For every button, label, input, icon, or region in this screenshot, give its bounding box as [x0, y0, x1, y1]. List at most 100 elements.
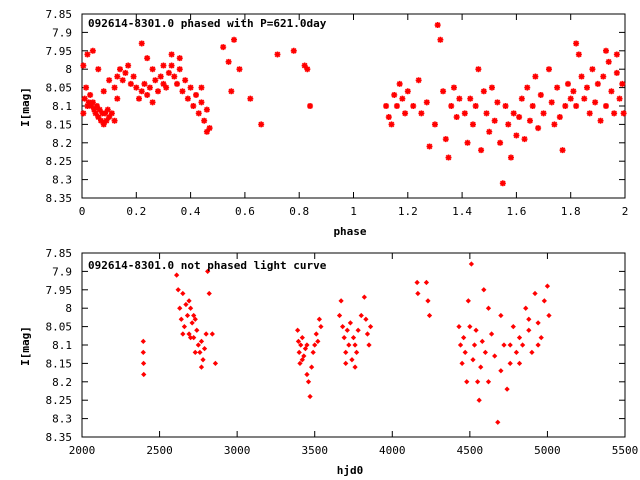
- x-tick-labels: 2000 2500 3000 3500 4000 4500 5000 5500: [69, 444, 639, 457]
- data-point: [450, 84, 457, 91]
- y-tick-label: 7.95: [46, 284, 73, 297]
- data-point: [616, 95, 623, 102]
- y-tick-labels: 7.85 7.9 7.95 8 8.05 8.1 8.15 8.2 8.25 8.3 8.35: [46, 247, 73, 444]
- x-tick-label: 2: [622, 205, 629, 218]
- data-point: [106, 114, 113, 121]
- data-point: [393, 103, 400, 109]
- data-point: [295, 338, 302, 344]
- data-point: [507, 154, 514, 161]
- data-point: [366, 342, 372, 348]
- data-point: [93, 103, 100, 109]
- plot-frame: [81, 13, 626, 199]
- data-point: [301, 353, 307, 359]
- data-point: [296, 349, 302, 355]
- data-point: [573, 40, 580, 47]
- data-point: [465, 298, 471, 304]
- data-point: [415, 77, 422, 84]
- data-point: [144, 91, 151, 98]
- data-point: [410, 103, 417, 109]
- data-point: [203, 331, 209, 337]
- data-point: [479, 338, 485, 344]
- data-point: [186, 331, 192, 337]
- data-point: [95, 114, 102, 121]
- y-tick-label: 8.3: [52, 174, 72, 187]
- data-point: [108, 110, 115, 117]
- data-point: [189, 320, 195, 326]
- y-tick-label: 8.35: [46, 431, 73, 444]
- x-tick-label: 0: [79, 205, 86, 218]
- x-tick-label: 0.4: [181, 205, 201, 218]
- data-point: [83, 84, 90, 91]
- data-point: [507, 342, 513, 348]
- data-point: [548, 99, 555, 106]
- data-point: [91, 106, 98, 113]
- data-point: [526, 117, 533, 124]
- data-point: [117, 66, 124, 73]
- data-point: [140, 338, 146, 344]
- data-point: [469, 121, 476, 128]
- data-point: [440, 88, 447, 95]
- data-point: [247, 95, 254, 102]
- y-tick-label: 8.05: [46, 82, 73, 95]
- data-point: [468, 261, 475, 267]
- data-point: [426, 143, 433, 150]
- data-point: [344, 327, 350, 333]
- data-point: [486, 128, 493, 135]
- data-point: [445, 154, 452, 161]
- data-point: [349, 357, 355, 363]
- data-point: [529, 103, 536, 109]
- unphased-light-curve-panel: 2000 2500 3000 3500 4000 4500 5000 5500 7.85 7.9…: [19, 247, 638, 477]
- x-tick-label: 0.8: [289, 205, 309, 218]
- data-point: [476, 397, 482, 403]
- data-point: [206, 290, 212, 297]
- data-point: [573, 103, 580, 109]
- data-point: [290, 47, 297, 54]
- data-point: [355, 327, 361, 333]
- data-point: [478, 147, 485, 154]
- data-point: [499, 180, 506, 187]
- data-point: [472, 103, 479, 109]
- data-point: [315, 338, 321, 344]
- data-point: [510, 323, 516, 330]
- data-point: [346, 342, 352, 348]
- data-point: [190, 103, 197, 109]
- data-point: [310, 349, 316, 355]
- data-point: [494, 99, 501, 106]
- data-point: [122, 69, 129, 76]
- data-point: [538, 335, 544, 341]
- data-point: [523, 305, 529, 311]
- data-point: [605, 58, 612, 65]
- data-point: [95, 66, 102, 73]
- data-point: [363, 316, 369, 322]
- x-tick-label: 1.6: [506, 205, 526, 218]
- x-tick-label: 4500: [457, 444, 484, 457]
- y-tick-labels: 7.85 7.9 7.95 8 8.05 8.1 8.15 8.2 8.25 8.3 8.35: [46, 8, 73, 205]
- data-point: [312, 342, 318, 348]
- data-point: [149, 99, 156, 106]
- data-point: [613, 69, 620, 76]
- x-tick-label: 5500: [612, 444, 639, 457]
- data-point: [127, 80, 134, 87]
- data-point: [180, 331, 186, 337]
- data-point: [347, 320, 354, 326]
- data-point: [475, 66, 482, 73]
- chart-title: 092614-8301.0 phased with P=621.0day: [88, 17, 327, 30]
- data-point: [163, 84, 170, 91]
- data-point: [100, 88, 107, 95]
- data-point: [358, 312, 364, 319]
- data-point: [160, 80, 167, 87]
- data-point: [141, 371, 147, 378]
- data-point: [425, 298, 431, 304]
- data-point: [146, 84, 153, 91]
- data-point: [532, 73, 539, 80]
- data-point: [383, 103, 390, 109]
- data-point: [341, 335, 347, 341]
- data-point: [179, 88, 186, 95]
- data-point: [304, 66, 311, 73]
- data-point: [361, 294, 367, 300]
- data-point: [191, 312, 197, 319]
- data-point: [136, 95, 143, 102]
- data-point: [152, 77, 159, 84]
- y-tick-label: 8.25: [46, 155, 73, 168]
- data-point: [592, 99, 599, 106]
